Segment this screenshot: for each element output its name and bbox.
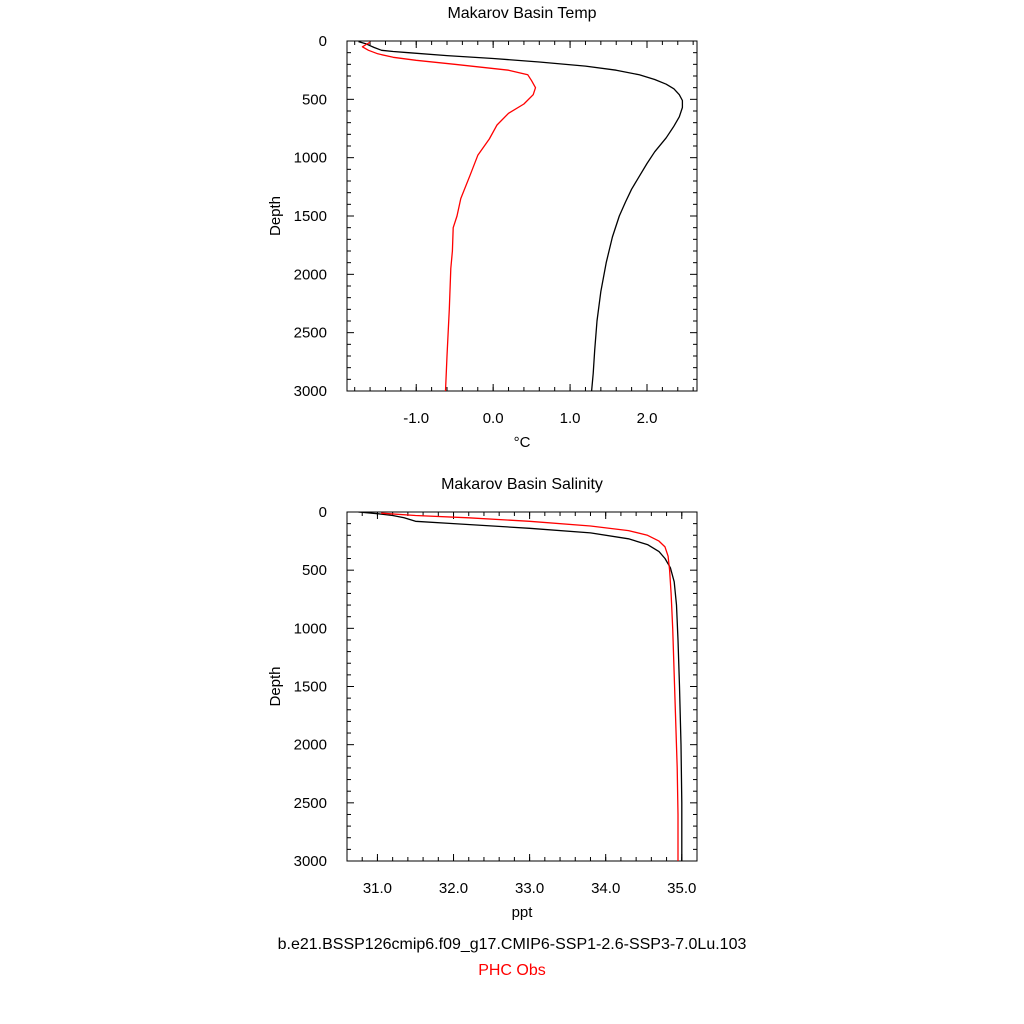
x-tick-label: 31.0 — [363, 880, 392, 897]
y-tick-label: 1500 — [294, 208, 327, 225]
x-axis-label: °C — [514, 434, 531, 451]
y-tick-label: 1000 — [294, 620, 327, 637]
x-axis-label: ppt — [512, 904, 534, 921]
y-tick-label: 500 — [302, 91, 327, 108]
obs-series-line — [381, 512, 679, 861]
chart-title: Makarov Basin Salinity — [441, 476, 603, 493]
x-tick-label: -1.0 — [403, 410, 429, 427]
salinity-panel: Makarov Basin Salinity 31.0 32.0 33.0 34.0 35… — [267, 476, 698, 921]
y-tick-label: 2500 — [294, 325, 327, 342]
y-tick-label: 1000 — [294, 150, 327, 167]
model-series-line — [358, 41, 684, 391]
x-tick-label: 0.0 — [483, 410, 504, 427]
x-tick-label: 1.0 — [560, 410, 581, 427]
y-tick-label: 2000 — [294, 737, 327, 754]
plot-frame — [346, 511, 698, 862]
model-series-line — [358, 512, 683, 861]
y-tick-label: 3000 — [294, 853, 327, 870]
y-tick-label: 500 — [302, 562, 327, 579]
obs-series-line — [361, 41, 537, 391]
x-tick-label: 32.0 — [439, 880, 468, 897]
x-tick-label: 34.0 — [591, 880, 620, 897]
y-axis-label: Depth — [267, 196, 284, 236]
legend-obs-label: PHC Obs — [478, 962, 546, 979]
x-tick-label: 35.0 — [667, 880, 696, 897]
chart-title: Makarov Basin Temp — [447, 5, 596, 22]
y-tick-label: 0 — [319, 504, 327, 521]
x-tick-label: 2.0 — [637, 410, 658, 427]
legend-model-label: b.e21.BSSP126cmip6.f09_g17.CMIP6-SSP1-2.… — [277, 936, 747, 953]
y-axis-label: Depth — [267, 666, 284, 706]
plot-frame — [346, 40, 698, 392]
y-tick-label: 3000 — [294, 383, 327, 400]
y-tick-label: 2500 — [294, 795, 327, 812]
temperature-panel: Makarov Basin Temp -1.0 0.0 1.0 2.0 0 500 1000 1… — [267, 5, 698, 451]
y-tick-label: 1500 — [294, 679, 327, 696]
x-tick-label: 33.0 — [515, 880, 544, 897]
y-tick-label: 0 — [319, 33, 327, 50]
y-tick-label: 2000 — [294, 266, 327, 283]
